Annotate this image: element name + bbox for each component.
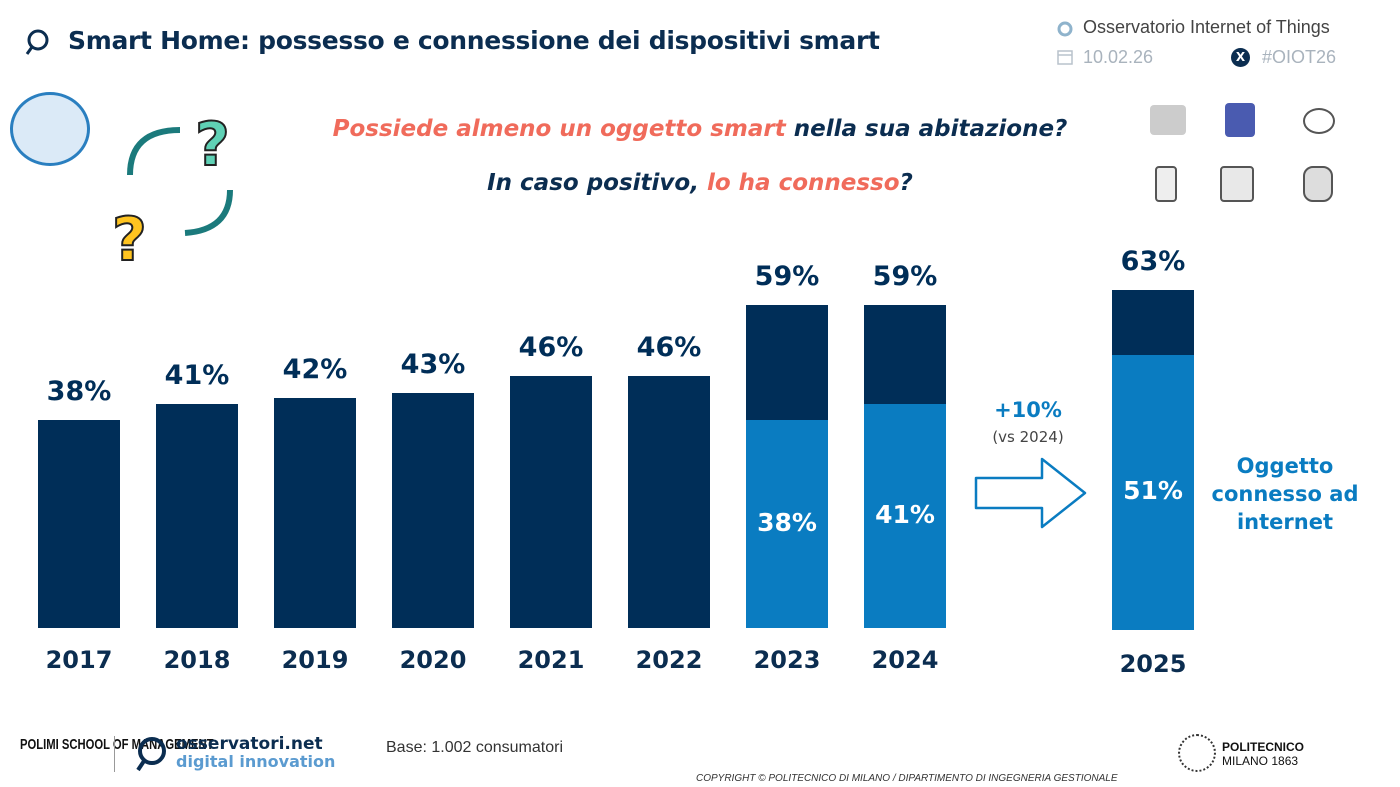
logo-divider xyxy=(114,736,115,772)
politecnico-logo-text: POLITECNICO xyxy=(1222,740,1305,754)
question-cycle-icon: ? ? xyxy=(111,109,233,270)
label-owned-2022: 46% xyxy=(636,332,702,364)
year-label-2022: 2022 xyxy=(635,646,703,674)
label-owned-2019: 42% xyxy=(282,354,348,386)
label-connected-2024: 41% xyxy=(875,499,935,529)
page-title: Smart Home: possesso e connessione dei d… xyxy=(68,26,880,55)
boiler-icon xyxy=(1155,166,1177,202)
svg-text:?: ? xyxy=(195,110,230,180)
washing-machine-icon xyxy=(1220,166,1254,202)
bar-owned-2017 xyxy=(38,420,120,628)
year-label-2019: 2019 xyxy=(281,646,349,674)
question-2-end: ? xyxy=(899,170,913,196)
observatory-name: Osservatorio Internet of Things xyxy=(1083,17,1330,37)
people-survey-icon xyxy=(10,92,90,166)
legend-connected-label: Oggetto connesso ad internet xyxy=(1211,454,1359,534)
osservatori-logo-text: osservatori.net xyxy=(176,734,323,754)
label-owned-2023: 59% xyxy=(754,261,820,293)
label-owned-2025: 63% xyxy=(1120,245,1186,277)
date: 10.02.26 xyxy=(1083,47,1154,67)
label-connected-2023: 38% xyxy=(757,508,817,538)
politecnico-seal-icon xyxy=(1178,734,1216,772)
year-label-2021: 2021 xyxy=(517,646,585,674)
question-1-highlight: Possiede almeno un oggetto smart xyxy=(332,116,786,142)
year-label-2017: 2017 xyxy=(45,646,113,674)
bar-connected-2023 xyxy=(746,420,828,628)
camera-device-icon xyxy=(1150,105,1186,135)
growth-note: (vs 2024) xyxy=(992,428,1064,446)
bar-chart: 38% 2017 41% 2018 42% 2019 43% 2020 46% 2021 46% 20… xyxy=(38,245,1194,678)
bar-connected-2025 xyxy=(1112,354,1194,630)
label-owned-2021: 46% xyxy=(518,332,584,364)
copyright: COPYRIGHT © POLITECNICO DI MILANO / DIPA… xyxy=(696,773,1118,784)
bar-owned-2022 xyxy=(628,376,710,628)
year-label-2023: 2023 xyxy=(753,646,821,674)
osservatori-logo-icon xyxy=(136,737,166,772)
label-owned-2020: 43% xyxy=(400,348,466,380)
magnifier-logo-icon xyxy=(25,29,49,55)
bar-owned-2018 xyxy=(156,403,238,628)
observatory-icon xyxy=(1057,21,1073,37)
arrow-right-icon xyxy=(974,457,1087,529)
bar-owned-2019 xyxy=(274,398,356,628)
smart-speaker-cylinder-icon xyxy=(1303,166,1333,202)
growth-value: +10% xyxy=(994,398,1062,422)
base-note: Base: 1.002 consumatori xyxy=(386,739,563,756)
hashtag: #OIOT26 xyxy=(1262,47,1337,67)
year-label-2018: 2018 xyxy=(163,646,231,674)
smart-speaker-icon xyxy=(1225,103,1255,137)
smart-chip-icon xyxy=(1303,108,1335,134)
year-label-2025: 2025 xyxy=(1119,650,1187,678)
bar-connected-2024 xyxy=(864,403,946,628)
year-label-2024: 2024 xyxy=(871,646,939,674)
label-connected-2025: 51% xyxy=(1123,476,1183,506)
question-1-rest: nella sua abitazione? xyxy=(785,116,1068,142)
label-owned-2024: 59% xyxy=(872,261,938,293)
calendar-icon xyxy=(1057,50,1073,65)
year-label-2020: 2020 xyxy=(399,646,467,674)
bar-owned-2020 xyxy=(392,392,474,628)
label-owned-2018: 41% xyxy=(164,359,230,391)
osservatori-logo-subtext: digital innovation xyxy=(176,752,336,771)
x-social-icon[interactable]: X xyxy=(1231,48,1250,67)
label-owned-2017: 38% xyxy=(46,376,112,408)
bar-owned-2021 xyxy=(510,376,592,628)
question-2-highlight: lo ha connesso xyxy=(706,170,900,196)
question-2-start: In caso positivo, xyxy=(487,170,707,196)
svg-text:?: ? xyxy=(112,205,147,270)
politecnico-logo-subtext: MILANO 1863 xyxy=(1222,754,1299,768)
